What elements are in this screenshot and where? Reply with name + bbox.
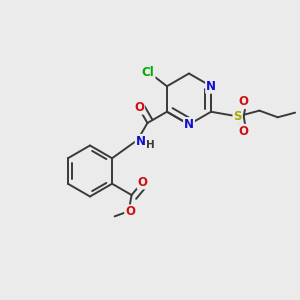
- Text: O: O: [125, 205, 135, 218]
- Text: O: O: [134, 101, 144, 114]
- Text: N: N: [206, 80, 216, 93]
- Text: Cl: Cl: [142, 66, 155, 79]
- Text: O: O: [238, 95, 248, 108]
- Text: H: H: [146, 140, 155, 150]
- Text: N: N: [184, 118, 194, 131]
- Text: O: O: [238, 125, 248, 138]
- Text: N: N: [136, 135, 146, 148]
- Text: O: O: [138, 176, 148, 188]
- Text: S: S: [233, 110, 242, 123]
